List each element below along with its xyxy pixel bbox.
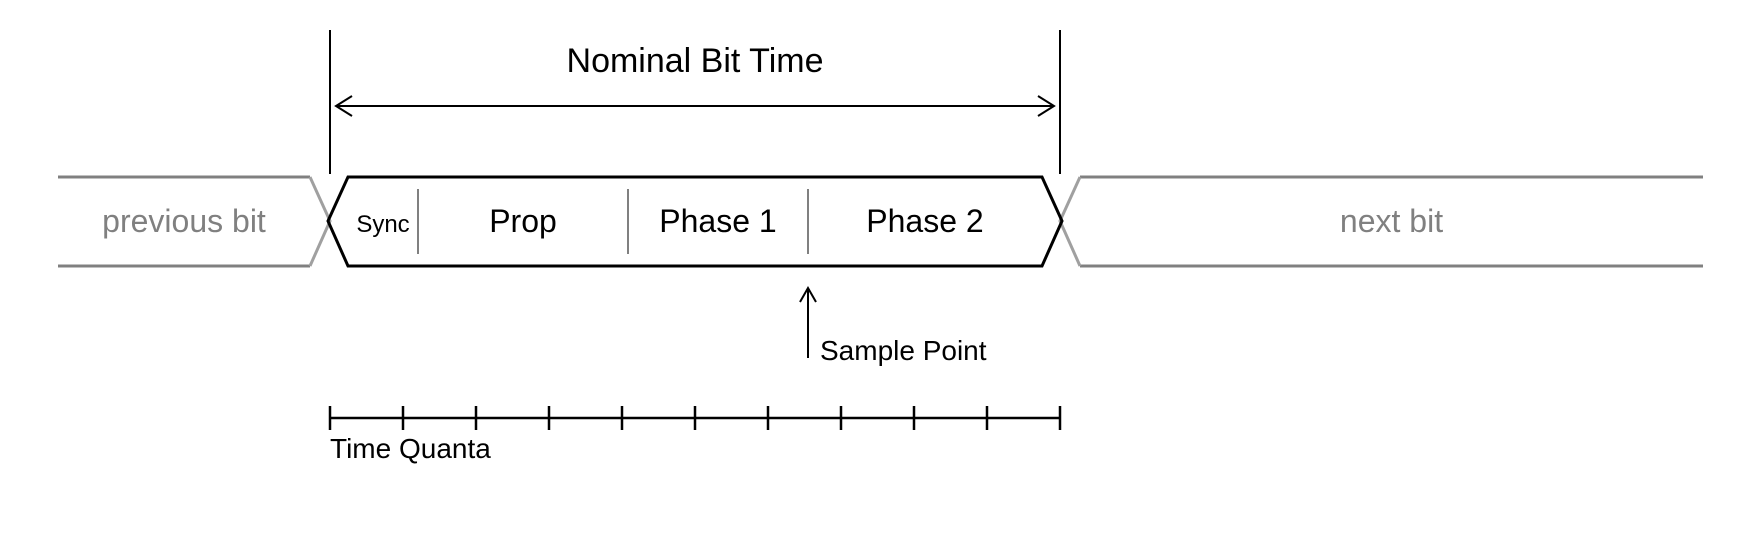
phase2-label: Phase 2 bbox=[866, 203, 983, 239]
prop-label: Prop bbox=[489, 203, 557, 239]
next-bit-label: next bit bbox=[1340, 203, 1443, 239]
sync-label: Sync bbox=[356, 211, 409, 238]
phase1-label: Phase 1 bbox=[659, 203, 776, 239]
sample-point-label: Sample Point bbox=[820, 335, 987, 366]
time-quanta-label: Time Quanta bbox=[330, 433, 491, 464]
nominal-bit-time-label: Nominal Bit Time bbox=[567, 42, 824, 80]
previous-bit-label: previous bit bbox=[102, 203, 266, 239]
bit-timing-diagram: previous bit next bit Sync Prop Phase 1 Phase… bbox=[0, 0, 1745, 541]
